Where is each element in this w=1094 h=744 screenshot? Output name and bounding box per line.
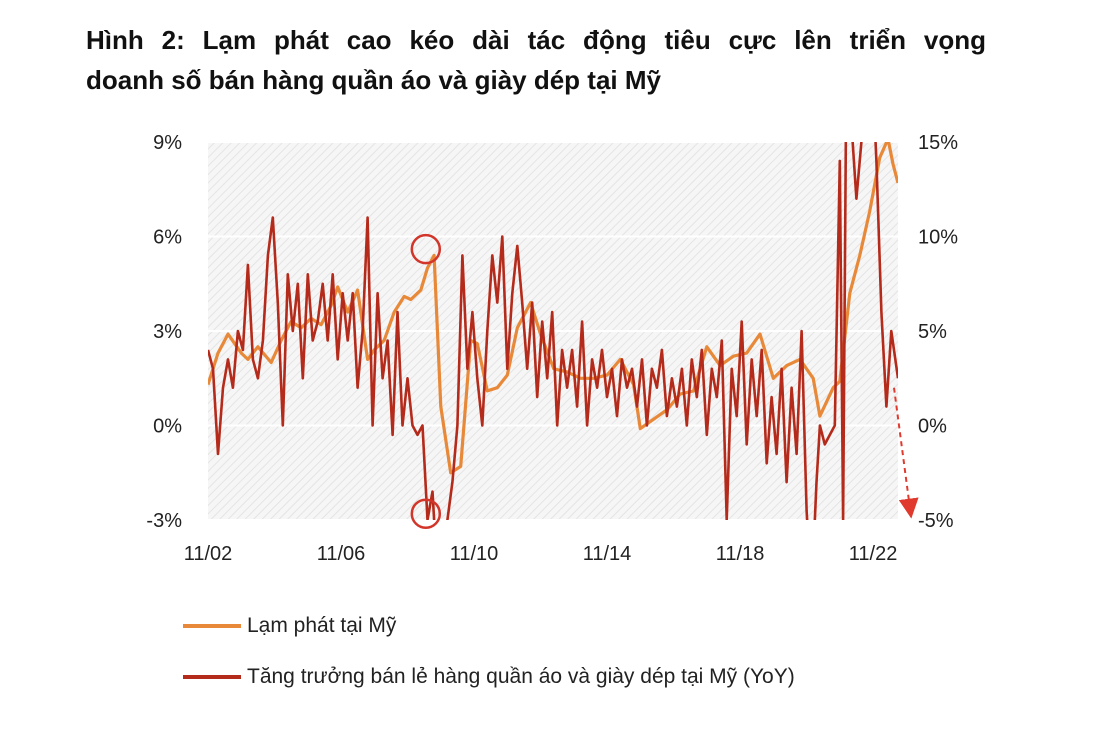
y-right-tick-label: 15%	[918, 132, 958, 154]
annotation-circle-peak	[410, 233, 442, 265]
y-left-tick-label: 6%	[153, 227, 182, 249]
y-left-tick-label: 9%	[153, 132, 182, 154]
legend-swatch-inflation	[183, 624, 241, 629]
legend-item-retail: Tăng trưởng bán lẻ hàng quần áo và giày …	[183, 665, 795, 689]
legend-label-inflation: Lạm phát tại Mỹ	[247, 614, 397, 637]
y-right-tick-label: 10%	[918, 227, 958, 249]
x-tick-label: 11/18	[716, 543, 765, 565]
y-left-tick-label: -3%	[146, 510, 182, 532]
series-line-retail	[208, 142, 898, 520]
legend-label-retail: Tăng trưởng bán lẻ hàng quần áo và giày …	[247, 665, 795, 688]
x-tick-label: 11/06	[317, 543, 366, 565]
y-right-tick-label: -5%	[918, 510, 954, 532]
legend-swatch-retail	[183, 675, 241, 680]
y-left-tick-label: 0%	[153, 416, 182, 438]
figure-title-line-2: doanh số bán hàng quần áo và giày dép tạ…	[86, 65, 661, 95]
figure-title: Hình 2: Lạm phát cao kéo dài tác động ti…	[86, 20, 986, 100]
x-tick-label: 11/02	[184, 543, 233, 565]
legend-item-inflation: Lạm phát tại Mỹ	[183, 614, 396, 638]
y-right-tick-label: 0%	[918, 416, 947, 438]
forecast-arrow	[893, 387, 919, 519]
y-right-tick-label: 5%	[918, 321, 947, 343]
x-tick-label: 11/10	[450, 543, 499, 565]
line-chart: 9% 6% 3% 0% -3% 15% 10% 5% 0% -5% 11/02 11/06 11/10 1…	[146, 132, 958, 565]
y-left-tick-label: 3%	[153, 321, 182, 343]
annotation-circle-trough	[410, 498, 442, 529]
x-tick-label: 11/22	[849, 543, 898, 565]
x-tick-label: 11/14	[583, 543, 632, 565]
figure-title-line-1: Hình 2: Lạm phát cao kéo dài tác động ti…	[86, 25, 986, 55]
